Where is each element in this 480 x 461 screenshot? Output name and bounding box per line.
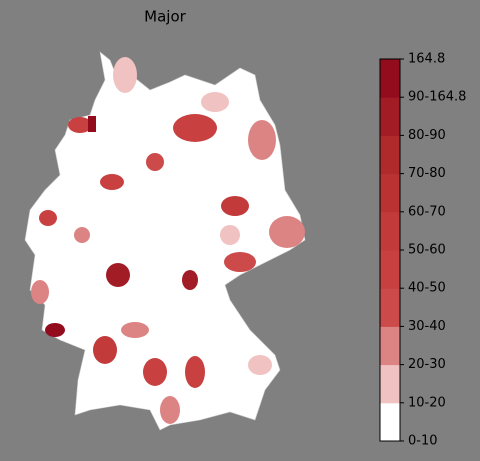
region [269, 216, 305, 248]
region [74, 227, 90, 243]
colorbar-segment [380, 173, 400, 213]
colorbar-segment [380, 364, 400, 404]
region [221, 196, 249, 216]
region [201, 92, 229, 112]
colorbar-label: 0-10 [408, 434, 438, 449]
region [182, 270, 198, 290]
colorbar-label: 50-60 [408, 243, 446, 258]
region [143, 358, 167, 386]
region [106, 263, 130, 287]
region [248, 355, 272, 375]
region [31, 280, 49, 304]
region [146, 153, 164, 171]
region [160, 396, 180, 424]
region [248, 120, 276, 160]
colorbar-label: 60-70 [408, 204, 446, 219]
colorbar-segment [380, 402, 400, 442]
colorbar-segment [380, 59, 400, 98]
colorbar-segment [380, 326, 400, 366]
region [224, 252, 256, 272]
map-title: Major [144, 8, 186, 26]
country-outline [24, 51, 306, 431]
region [88, 116, 96, 132]
region [39, 210, 57, 226]
region [100, 174, 124, 190]
region [93, 336, 117, 364]
colorbar-segment [380, 97, 400, 136]
germany-map [24, 51, 306, 431]
region [173, 114, 217, 142]
region [185, 356, 205, 388]
colorbar-segment [380, 211, 400, 251]
region [121, 322, 149, 338]
colorbar-label: 90-164.8 [408, 90, 466, 105]
colorbar-label: 164.8 [408, 52, 445, 67]
colorbar: 0-10 10-20 20-30 30-40 40-50 50-60 60-70 70-80 8… [379, 52, 466, 449]
colorbar-label: 10-20 [408, 395, 446, 410]
region [220, 225, 240, 245]
colorbar-segment [380, 135, 400, 175]
colorbar-label: 30-40 [408, 319, 446, 334]
region [45, 323, 65, 337]
region [113, 57, 137, 93]
region [68, 117, 92, 133]
colorbar-label: 70-80 [408, 166, 446, 181]
colorbar-label: 80-90 [408, 128, 446, 143]
colorbar-segment [380, 250, 400, 289]
colorbar-label: 20-30 [408, 357, 446, 372]
colorbar-segment [380, 288, 400, 327]
colorbar-label: 40-50 [408, 281, 446, 296]
